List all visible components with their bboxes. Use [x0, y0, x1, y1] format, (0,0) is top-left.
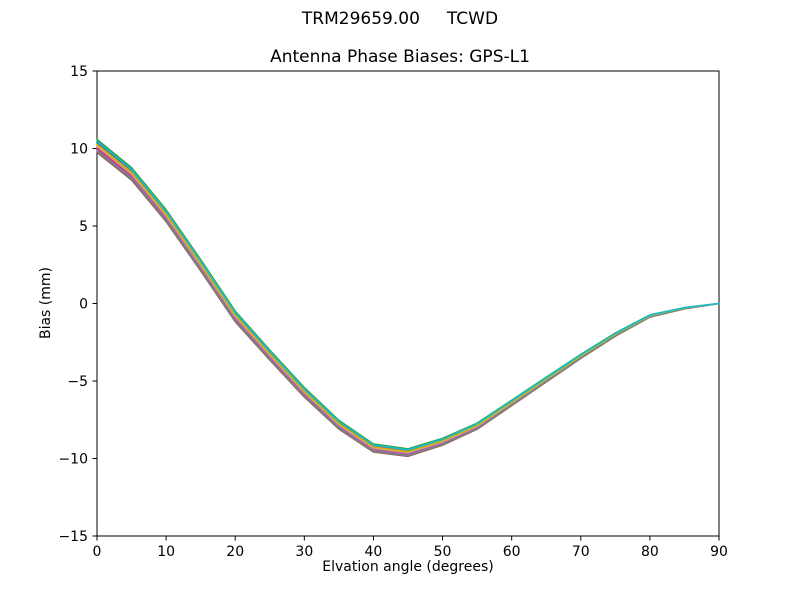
plot-area [96, 70, 720, 537]
x-tick-label: 70 [572, 544, 590, 560]
x-tick-label: 30 [295, 544, 313, 560]
y-tick-label: 15 [70, 64, 88, 80]
y-tick-label: 5 [79, 219, 88, 235]
y-tick-label: 10 [70, 142, 88, 158]
x-tick-label: 80 [641, 544, 659, 560]
bias-curve-calibration-8 [96, 150, 720, 457]
bias-curve-calibration-4 [96, 147, 720, 455]
x-tick-label: 50 [434, 544, 452, 560]
x-tick-label: 0 [93, 544, 102, 560]
bias-curve-calibration-2 [96, 143, 720, 453]
y-tick-label: 0 [79, 297, 88, 313]
y-tick-label: −10 [58, 452, 88, 468]
x-tick-label: 20 [226, 544, 244, 560]
y-tick-label: −5 [67, 374, 88, 390]
bias-curve-calibration-7 [96, 145, 720, 454]
figure-subtitle: Antenna Phase Biases: GPS-L1 [270, 47, 530, 67]
bias-curve-calibration-1 [96, 141, 720, 452]
bias-curve-calibration-10 [96, 140, 720, 451]
y-axis-label: Bias (mm) [38, 266, 54, 340]
bias-curve-calibration-9 [96, 144, 720, 453]
x-tick-label: 90 [710, 544, 728, 560]
bias-curve-calibration-6 [96, 151, 720, 458]
x-axis-label: Elvation angle (degrees) [322, 559, 494, 575]
x-tick-label: 10 [157, 544, 175, 560]
x-tick-label: 40 [365, 544, 383, 560]
bias-curve-calibration-3 [96, 138, 720, 450]
bias-curve-calibration-5 [96, 148, 720, 456]
figure-title: TRM29659.00 TCWD [301, 9, 499, 29]
x-tick-label: 60 [503, 544, 521, 560]
y-tick-label: −15 [58, 529, 88, 545]
